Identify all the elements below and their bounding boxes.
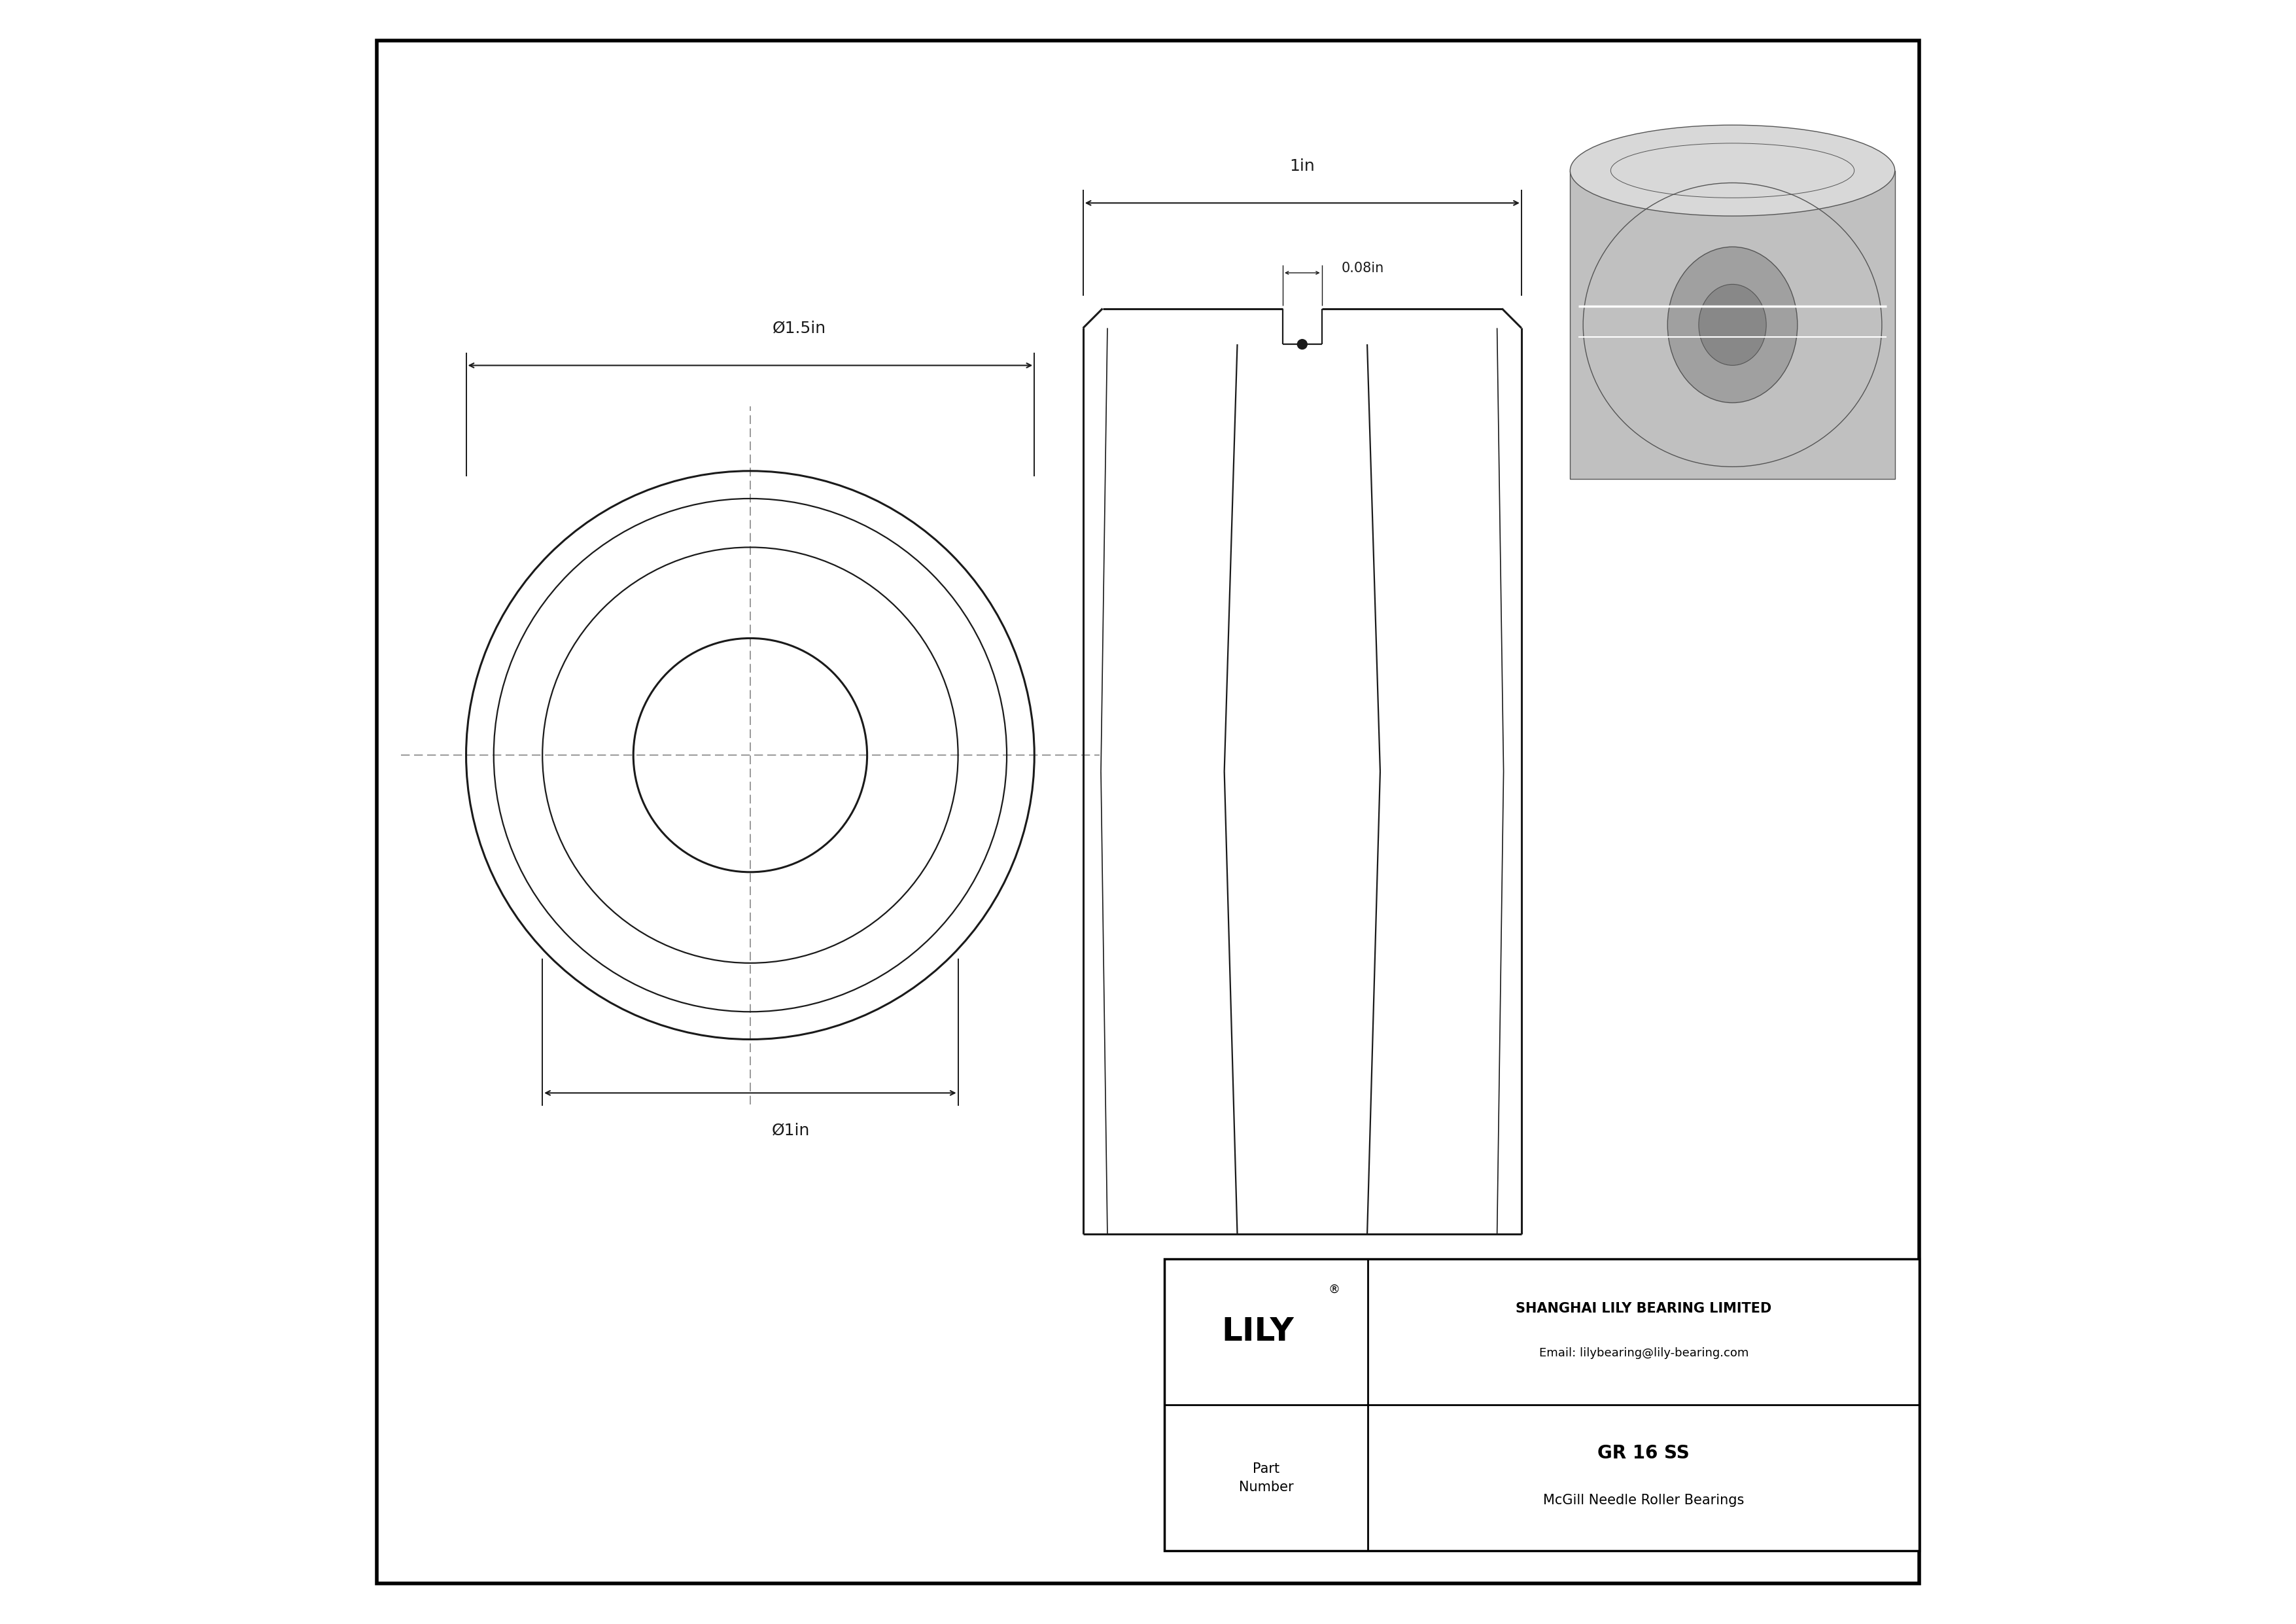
Text: GR 16 SS: GR 16 SS — [1598, 1444, 1690, 1463]
Text: ®: ® — [1329, 1283, 1341, 1296]
Text: Email: lilybearing@lily-bearing.com: Email: lilybearing@lily-bearing.com — [1538, 1346, 1750, 1359]
Text: LILY: LILY — [1221, 1315, 1295, 1348]
Text: 1in: 1in — [1290, 158, 1316, 174]
Circle shape — [1297, 339, 1306, 349]
Ellipse shape — [1699, 284, 1766, 365]
Ellipse shape — [1667, 247, 1798, 403]
Text: 0.08in: 0.08in — [1341, 261, 1384, 274]
Text: Part
Number: Part Number — [1240, 1462, 1293, 1494]
Text: Ø1.5in: Ø1.5in — [771, 320, 827, 336]
Bar — [1164, 1259, 1919, 1551]
Bar — [1570, 171, 1894, 479]
Text: SHANGHAI LILY BEARING LIMITED: SHANGHAI LILY BEARING LIMITED — [1515, 1302, 1773, 1315]
Text: McGill Needle Roller Bearings: McGill Needle Roller Bearings — [1543, 1494, 1745, 1507]
Ellipse shape — [1570, 125, 1894, 216]
Text: Ø1in: Ø1in — [771, 1122, 810, 1138]
